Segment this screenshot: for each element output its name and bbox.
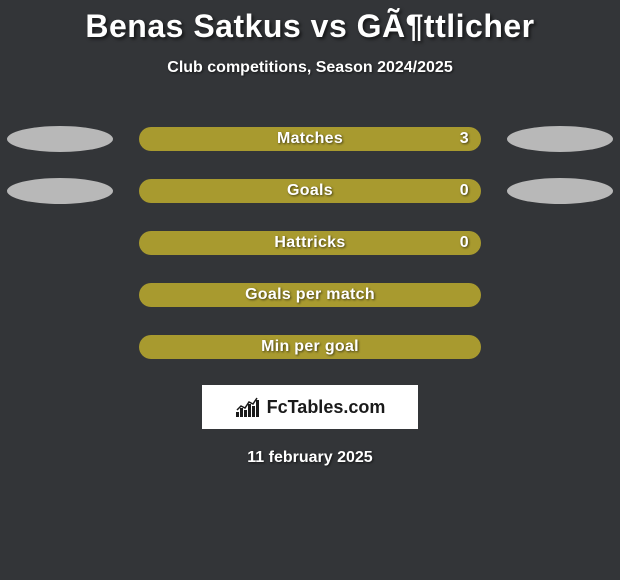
stat-bar: Min per goal [139,335,481,359]
stat-row: Matches 3 [0,125,620,153]
right-ellipse-icon [507,178,613,204]
stat-value-right: 3 [460,130,469,148]
stat-label: Goals per match [245,286,375,304]
left-ellipse-icon [7,126,113,152]
subtitle: Club competitions, Season 2024/2025 [0,59,620,77]
stat-row: Goals 0 [0,177,620,205]
date-text: 11 february 2025 [0,449,620,467]
stat-bar: Goals per match [139,283,481,307]
stat-row: Min per goal [0,333,620,361]
stat-label: Matches [277,130,343,148]
stats-list: Matches 3 Goals 0 Hattricks 0 Goals per match M… [0,125,620,361]
page-title: Benas Satkus vs GÃ¶ttlicher [0,8,620,45]
left-ellipse-icon [7,178,113,204]
right-ellipse-icon [507,126,613,152]
stat-row: Goals per match [0,281,620,309]
stat-label: Goals [287,182,333,200]
stat-bar: Matches 3 [139,127,481,151]
stat-value-right: 0 [460,234,469,252]
stat-label: Hattricks [274,234,345,252]
stat-value-right: 0 [460,182,469,200]
stat-label: Min per goal [261,338,359,356]
comparison-card: Benas Satkus vs GÃ¶ttlicher Club competi… [0,0,620,467]
fctables-logo-icon [235,396,261,418]
stat-row: Hattricks 0 [0,229,620,257]
logo-text: FcTables.com [267,397,386,418]
stat-bar: Hattricks 0 [139,231,481,255]
stat-bar: Goals 0 [139,179,481,203]
logo-box[interactable]: FcTables.com [202,385,418,429]
